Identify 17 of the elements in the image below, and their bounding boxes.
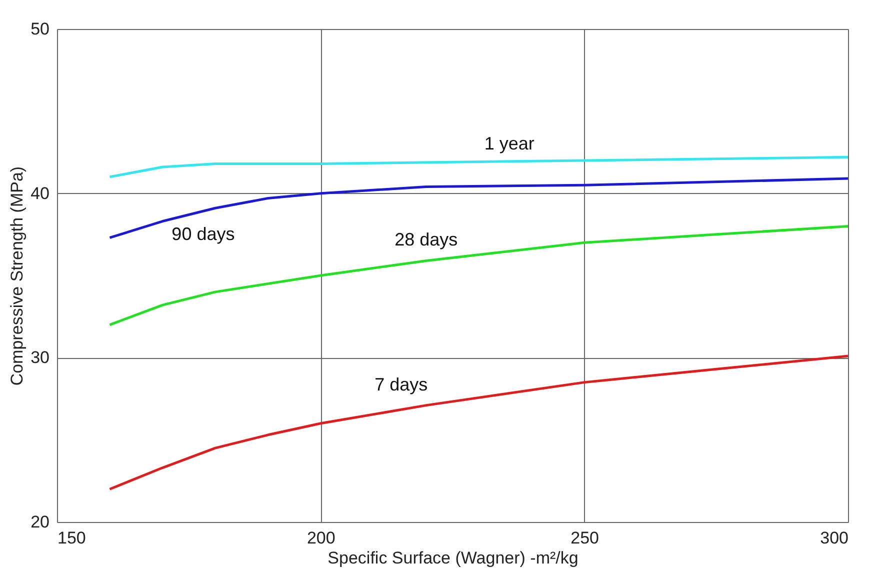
series-label: 90 days <box>172 224 235 244</box>
x-tick-label: 200 <box>306 528 336 548</box>
x-tick-label: 300 <box>820 528 848 548</box>
series-label: 28 days <box>394 230 458 250</box>
line-series <box>108 354 850 490</box>
y-tick-label: 40 <box>30 184 50 203</box>
line-series <box>108 156 850 178</box>
y-tick-label: 30 <box>30 348 50 368</box>
x-axis-title: Specific Surface (Wagner) -m²/kg <box>328 548 578 568</box>
series-label: 7 days <box>374 374 428 394</box>
series-label: 1 year <box>484 133 534 154</box>
x-tick-label: 150 <box>58 528 86 548</box>
y-tick-label: 50 <box>30 20 50 38</box>
x-tick-label: 250 <box>570 528 600 548</box>
y-tick-label: 20 <box>30 512 50 532</box>
line-series <box>108 224 850 326</box>
y-axis-title: Compressive Strength (MPa) <box>8 166 27 386</box>
